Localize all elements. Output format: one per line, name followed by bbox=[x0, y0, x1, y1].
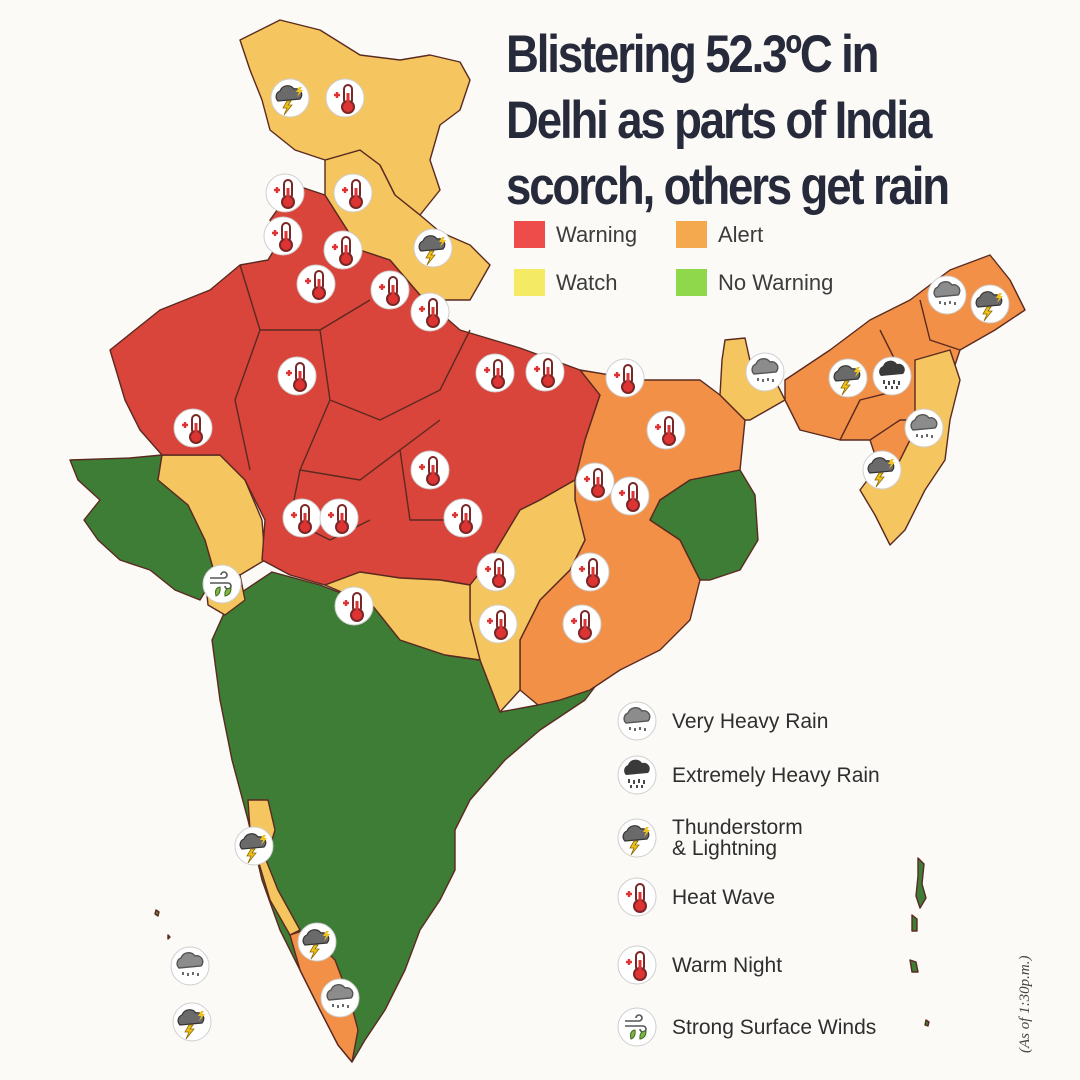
rain-cloud-icon bbox=[320, 978, 360, 1018]
heat-wave-icon bbox=[574, 461, 616, 503]
headline-line-3: scorch, others get rain bbox=[506, 157, 950, 216]
legend-label-heat-wave: Heat Wave bbox=[672, 885, 776, 909]
heat-wave-icon bbox=[477, 603, 519, 645]
region-andaman bbox=[909, 857, 927, 973]
heat-wave-icon bbox=[604, 357, 646, 399]
legend-extremely-heavy-rain: Extremely Heavy Rain bbox=[614, 752, 880, 798]
headline-line-1: Blistering 52.3ºC in bbox=[506, 25, 879, 84]
wind-icon bbox=[617, 1007, 657, 1047]
headline-line-2: Delhi as parts of India bbox=[506, 91, 932, 150]
legend-label-warm-night: Warm Night bbox=[672, 953, 783, 977]
legend-label-no-warning: No Warning bbox=[718, 269, 834, 295]
heat-wave-icon bbox=[332, 172, 374, 214]
legend-warm-night: Warm Night bbox=[614, 942, 782, 988]
wind-icon bbox=[202, 564, 242, 604]
legend-item-alert: Alert bbox=[676, 221, 763, 248]
rain-cloud-icon bbox=[904, 408, 944, 448]
heat-wave-icon bbox=[474, 352, 516, 394]
rain-cloud-icon bbox=[745, 352, 785, 392]
heat-wave-icon bbox=[264, 172, 306, 214]
heat-wave-icon bbox=[524, 351, 566, 393]
thunderstorm-icon bbox=[828, 358, 868, 398]
thunderstorm-icon bbox=[234, 826, 274, 866]
legend-label-alert: Alert bbox=[718, 221, 764, 247]
heat-wave-icon bbox=[616, 876, 658, 918]
heat-wave-icon bbox=[609, 475, 651, 517]
warning-swatch bbox=[514, 221, 545, 248]
headline: Blistering 52.3ºC in Delhi as parts of I… bbox=[506, 22, 988, 220]
heavy-rain-cloud-icon bbox=[872, 356, 912, 396]
thunderstorm-icon bbox=[862, 450, 902, 490]
heat-wave-icon bbox=[369, 269, 411, 311]
no-warning-swatch bbox=[676, 269, 707, 296]
thunderstorm-icon bbox=[297, 922, 337, 962]
legend-item-no-warning: No Warning bbox=[676, 269, 833, 296]
thunderstorm-icon bbox=[270, 78, 310, 118]
heat-wave-icon bbox=[569, 551, 611, 593]
heat-wave-icon bbox=[322, 229, 364, 271]
thunderstorm-icon bbox=[172, 1002, 212, 1042]
legend-label-extremely-heavy-rain: Extremely Heavy Rain bbox=[672, 763, 880, 787]
color-legend: Warning Alert Watch No Warning bbox=[514, 221, 874, 301]
legend-label-warning: Warning bbox=[556, 221, 638, 247]
legend-heat-wave: Heat Wave bbox=[614, 874, 775, 920]
legend-thunderstorm: Thunderstorm & Lightning bbox=[614, 812, 803, 864]
legend-very-heavy-rain: Very Heavy Rain bbox=[614, 698, 828, 744]
legend-item-watch: Watch bbox=[514, 269, 618, 296]
rain-cloud-icon bbox=[617, 701, 657, 741]
region-bengal-no-warning bbox=[649, 469, 759, 581]
heat-wave-icon bbox=[262, 215, 304, 257]
heat-wave-icon bbox=[172, 407, 214, 449]
heat-wave-icon bbox=[333, 585, 375, 627]
rain-cloud-icon bbox=[927, 275, 967, 315]
legend-item-warning: Warning bbox=[514, 221, 637, 248]
heat-wave-icon bbox=[409, 449, 451, 491]
region-jammu-kashmir-watch bbox=[239, 19, 471, 216]
watch-swatch bbox=[514, 269, 545, 296]
heat-wave-icon bbox=[295, 263, 337, 305]
timestamp-note: (As of 1:30p.m.) bbox=[1017, 955, 1033, 1054]
legend-label-thunderstorm-line2: & Lightning bbox=[672, 837, 778, 860]
heat-wave-icon bbox=[276, 355, 318, 397]
heat-wave-icon bbox=[442, 497, 484, 539]
legend-label-thunderstorm: Thunderstorm & Lightning bbox=[672, 817, 803, 859]
heat-wave-icon bbox=[281, 497, 323, 539]
thunderstorm-icon bbox=[617, 818, 657, 858]
legend-label-watch: Watch bbox=[556, 269, 618, 295]
alert-swatch bbox=[676, 221, 707, 248]
thunderstorm-icon bbox=[970, 284, 1010, 324]
legend-strong-surface-winds: Strong Surface Winds bbox=[614, 1004, 876, 1050]
heat-wave-icon bbox=[645, 409, 687, 451]
legend-label-very-heavy-rain: Very Heavy Rain bbox=[672, 709, 829, 733]
heavy-rain-cloud-icon bbox=[617, 755, 657, 795]
heat-wave-icon bbox=[409, 291, 451, 333]
thunderstorm-icon bbox=[413, 228, 453, 268]
icon-legend: Very Heavy Rain Extremely Heavy Rain Thu… bbox=[614, 698, 934, 1058]
legend-label-strong-surface-winds: Strong Surface Winds bbox=[672, 1015, 877, 1039]
rain-cloud-icon bbox=[170, 946, 210, 986]
heat-wave-icon bbox=[561, 603, 603, 645]
warm-night-icon bbox=[616, 944, 658, 986]
heat-wave-icon bbox=[318, 497, 360, 539]
legend-label-thunderstorm-line1: Thunderstorm bbox=[672, 816, 803, 839]
warm-night-icon bbox=[324, 77, 366, 119]
heat-wave-icon bbox=[475, 551, 517, 593]
